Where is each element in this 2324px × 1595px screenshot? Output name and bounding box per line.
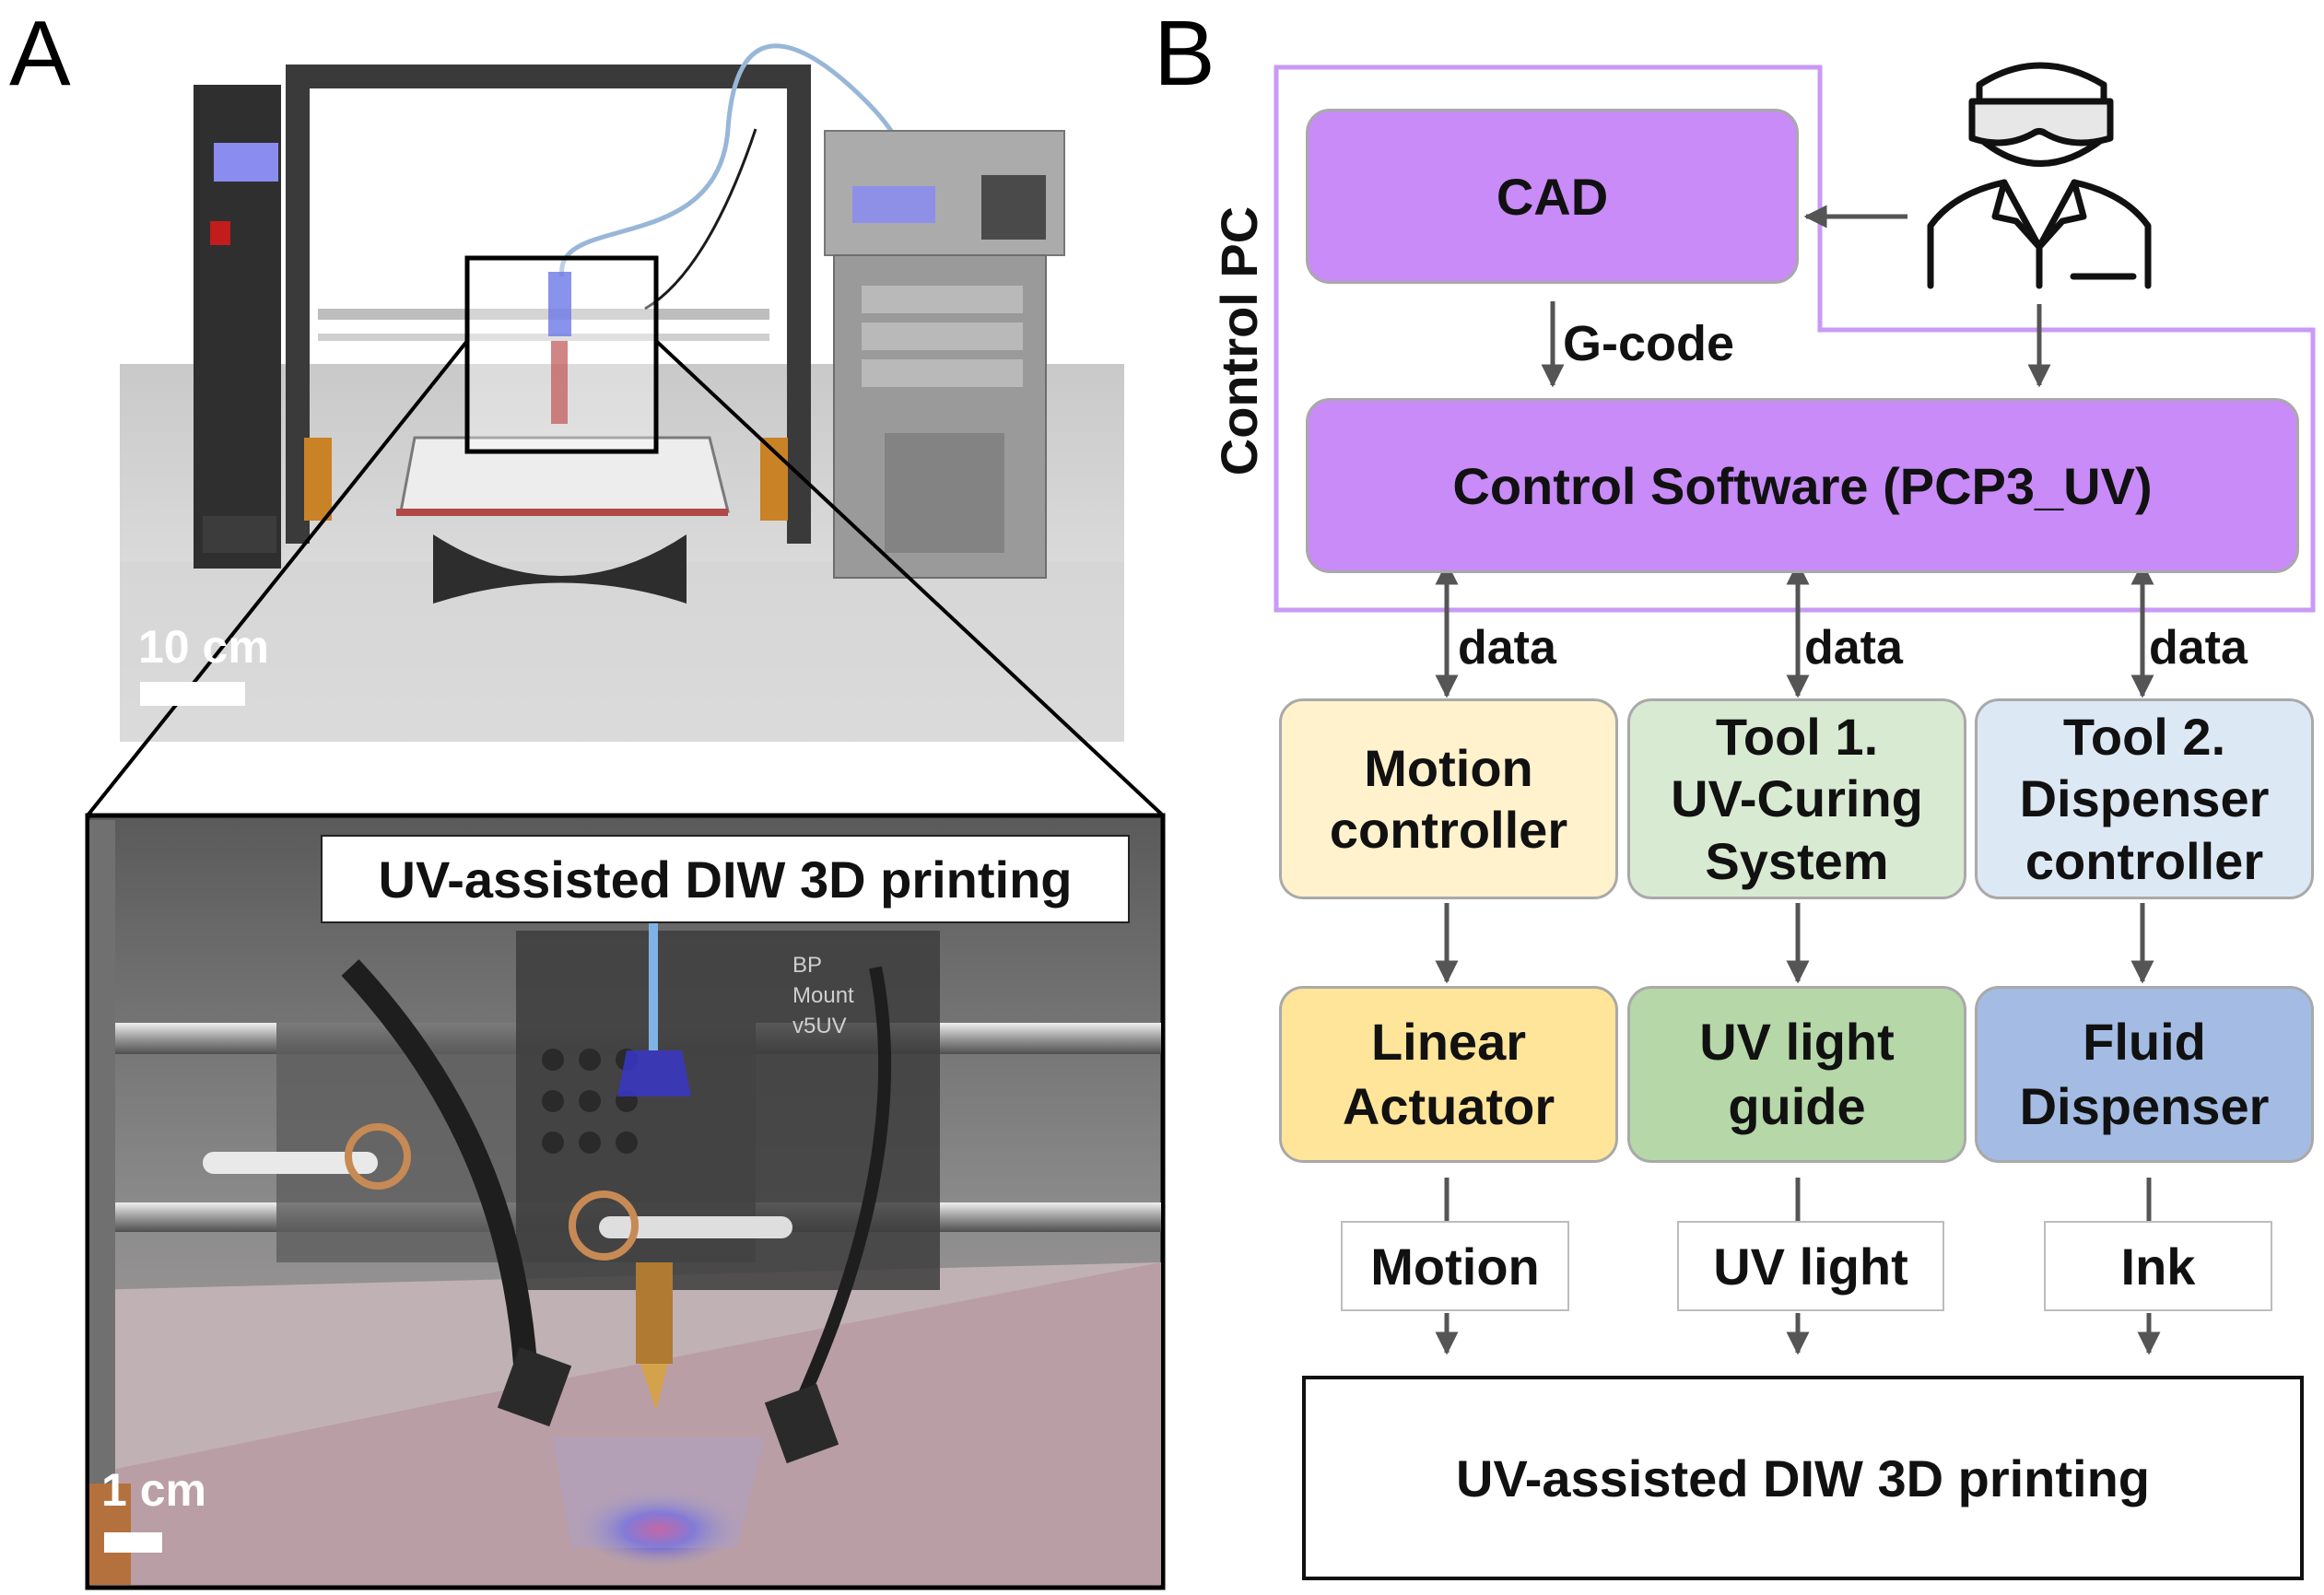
scale-label-10cm: 10 cm — [138, 621, 269, 673]
motion-controller-box: Motion controller — [1279, 698, 1618, 899]
linear-actuator-box: Linear Actuator — [1279, 986, 1618, 1163]
cad-box: CAD — [1306, 109, 1799, 284]
gcode-label: G-code — [1563, 316, 1735, 371]
output-ink: Ink — [2044, 1221, 2272, 1311]
uv-spot — [571, 1488, 746, 1571]
control-pc-boundary — [1274, 65, 2316, 613]
fluid-dispenser-box: Fluid Dispenser — [1975, 986, 2314, 1163]
dispenser-controller-box: Tool 2. Dispenser controller — [1975, 698, 2314, 899]
output-motion: Motion — [1341, 1221, 1569, 1311]
output-uv-light: UV light — [1677, 1221, 1944, 1311]
final-printing-box: UV-assisted DIW 3D printing — [1302, 1376, 2304, 1580]
scale-bar-1cm — [104, 1532, 162, 1553]
control-software-box: Control Software (PCP3_UV) — [1306, 398, 2299, 573]
scale-label-1cm: 1 cm — [101, 1464, 206, 1516]
zoom-caption: UV-assisted DIW 3D printing — [321, 835, 1130, 923]
printer-render: BP Mount v5UV — [85, 43, 1166, 1590]
data-label-dispenser: data — [2149, 621, 2248, 674]
control-pc-label: Control PC — [1210, 205, 1268, 476]
panel-b-letter: B — [1154, 2, 1215, 105]
user-icon — [1927, 62, 2152, 289]
mount-label-2: Mount — [792, 983, 854, 1008]
data-label-motion: data — [1458, 621, 1556, 674]
mount-label-3: v5UV — [792, 1014, 847, 1038]
scale-bar-10cm — [140, 682, 245, 706]
printer-frame — [286, 65, 811, 88]
panel-a-letter: A — [9, 2, 71, 105]
mount-label-1: BP — [792, 953, 822, 978]
uv-light-guide-box: UV light guide — [1627, 986, 1966, 1163]
uv-curing-system-box: Tool 1. UV-Curing System — [1627, 698, 1966, 899]
data-label-uv: data — [1804, 621, 1903, 674]
